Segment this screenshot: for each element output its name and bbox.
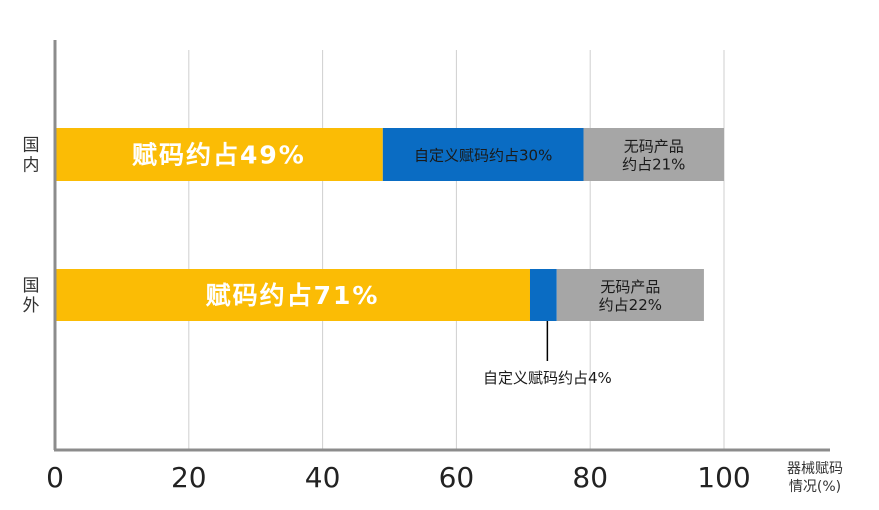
tick-labels: 0 20 40 60 80 100 [46, 461, 751, 494]
label-coded-1: 赋码约占71% [206, 281, 380, 310]
bar-uncoded-1 [556, 269, 704, 321]
label-custom-1: 自定义赋码约占4% [483, 369, 612, 387]
x-tick-label: 100 [697, 461, 750, 494]
label-custom-0: 自定义赋码约占30% [414, 147, 552, 165]
category-label: 国外 [23, 276, 40, 316]
axes [53, 40, 830, 452]
label-uncoded-1: 无码产品约占22% [599, 278, 662, 314]
x-axis-title: 器械赋码情况(%) [787, 461, 843, 495]
bar-custom-1 [529, 269, 557, 321]
x-tick-label: 40 [305, 461, 341, 494]
bar-coded-1 [55, 269, 530, 321]
bar-coded-0 [55, 128, 383, 181]
label-uncoded-0: 无码产品约占21% [622, 138, 685, 174]
bars [55, 128, 724, 321]
x-axis-title-text: 器械赋码情况(%) [787, 461, 843, 495]
bar-uncoded-0 [583, 128, 724, 181]
x-tick-label: 20 [171, 461, 207, 494]
gridlines [188, 50, 725, 450]
x-tick-label: 60 [439, 461, 475, 494]
bar-labels: 赋码约占49% 自定义赋码约占30% 无码产品约占21% 赋码约占71% 自定义赋码约占… [132, 138, 685, 388]
bar-custom-0 [382, 128, 584, 181]
x-tick-label: 0 [46, 461, 64, 494]
x-tick-label: 80 [572, 461, 608, 494]
category-label: 国内 [23, 136, 40, 176]
label-coded-0: 赋码约占49% [132, 141, 306, 170]
